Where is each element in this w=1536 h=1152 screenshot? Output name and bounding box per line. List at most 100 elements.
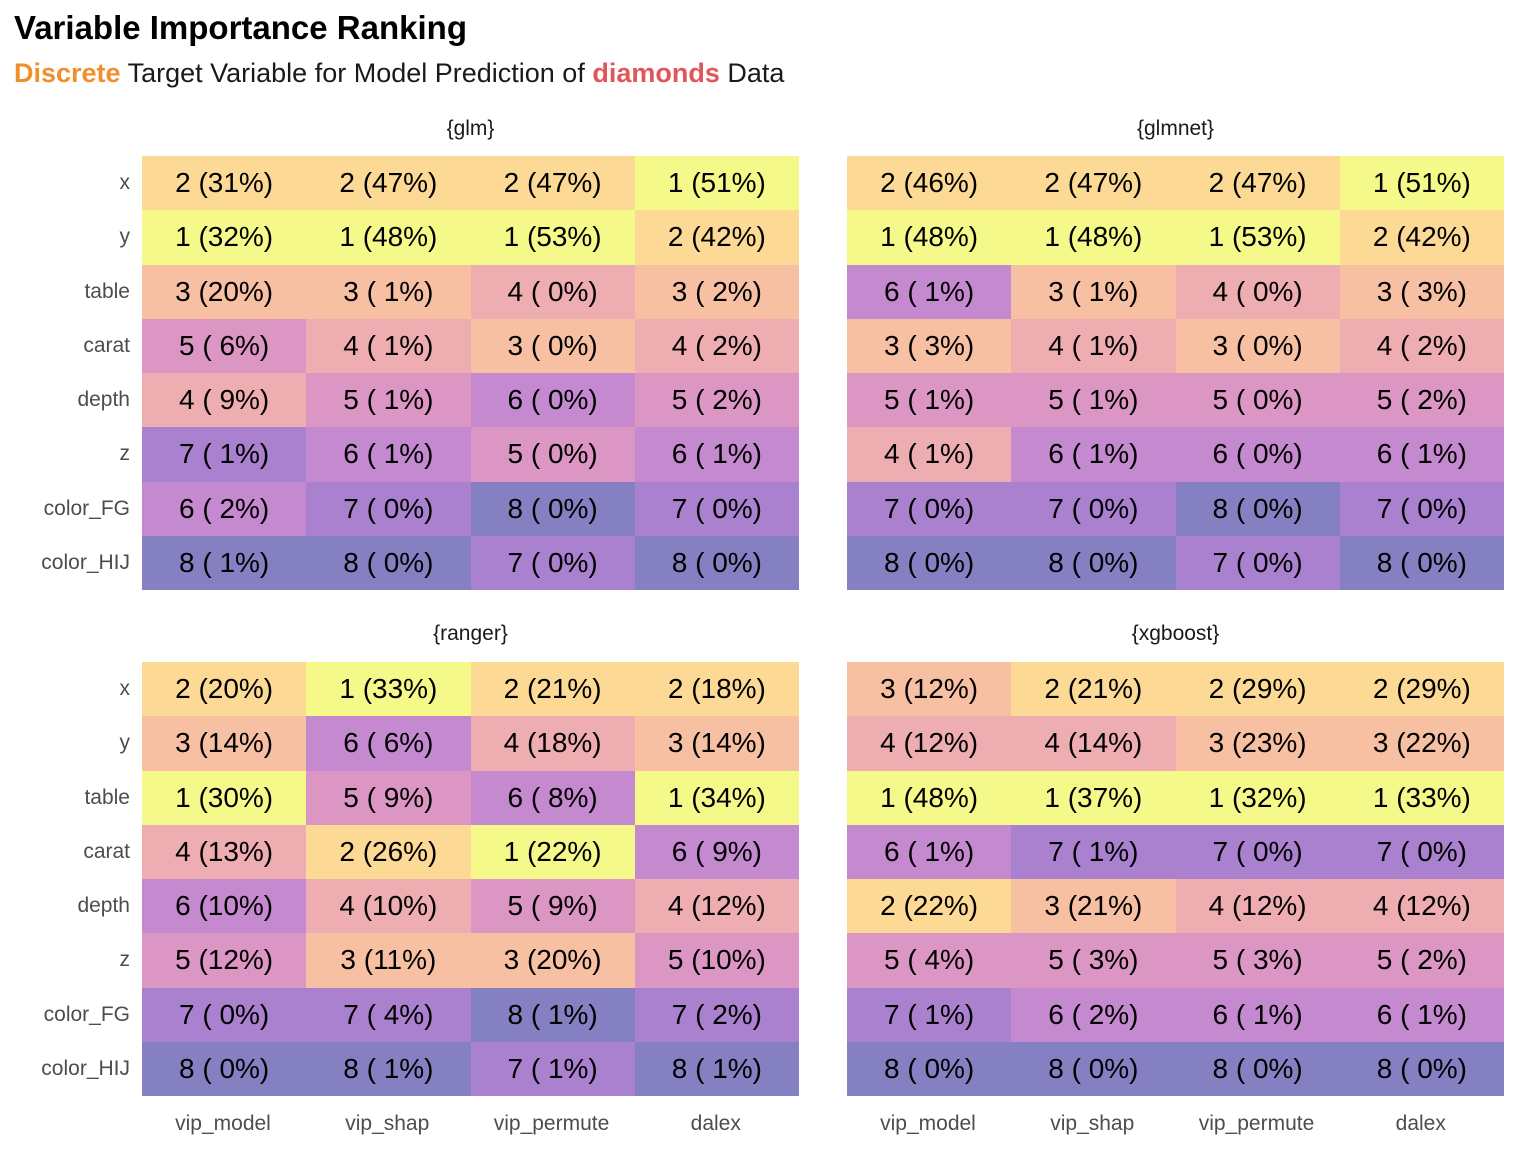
row-label: color_HIJ [41,1056,130,1080]
heatmap-cell: 4 ( 0%) [1175,264,1340,319]
heatmap-cell: 8 ( 0%) [847,1041,1012,1096]
heatmap-cell: 6 ( 0%) [470,373,635,428]
row-label: x [119,171,131,194]
panel-title: {glm} [446,117,495,140]
heatmap-cell: 1 (33%) [1339,770,1504,825]
heatmap-cell: 6 ( 1%) [1175,987,1340,1042]
heatmap-cell: 3 ( 3%) [1339,264,1504,319]
heatmap-cell: 8 ( 0%) [142,1041,307,1096]
heatmap-cell: 4 (14%) [1011,716,1176,771]
heatmap-cell: 1 (48%) [1011,210,1176,265]
heatmap-cell: 5 ( 0%) [470,427,635,482]
heatmap-cell: 8 ( 0%) [847,535,1012,590]
heatmap-cell: 3 ( 2%) [634,264,799,319]
column-label: vip_model [175,1112,271,1135]
heatmap-cell: 6 ( 1%) [1339,987,1504,1042]
heatmap-cell: 3 ( 0%) [1175,318,1340,373]
heatmap-cell: 5 ( 3%) [1175,933,1340,988]
row-label: z [119,948,131,972]
heatmap-cell: 2 (20%) [142,662,307,717]
heatmap-cell: 4 (12%) [1339,879,1504,934]
heatmap-cell: 7 ( 0%) [1339,824,1504,879]
heatmap-cell: 8 ( 0%) [1011,535,1176,590]
heatmap-cell: 5 ( 9%) [470,879,635,934]
row-label: y [119,731,131,755]
heatmap-cell: 3 ( 1%) [1011,264,1176,319]
heatmap-cell: 7 ( 0%) [1175,824,1340,879]
heatmap-cell: 1 (48%) [847,770,1012,825]
heatmap-cell: 1 (33%) [306,662,471,717]
heatmap-cell: 2 (47%) [306,156,471,211]
heatmap-cell: 7 ( 1%) [847,987,1012,1042]
heatmap-cell: 4 (18%) [470,716,635,771]
heatmap-cell: 5 ( 1%) [847,373,1012,428]
heatmap-cell: 4 ( 1%) [306,318,471,373]
heatmap-cell: 1 (48%) [306,210,471,265]
column-label: dalex [1395,1112,1446,1135]
heatmap-cell: 5 ( 2%) [634,373,799,428]
heatmap-cell: 6 ( 0%) [1175,427,1340,482]
heatmap-cell: 8 ( 0%) [306,535,471,590]
heatmap-cell: 6 ( 1%) [306,427,471,482]
heatmap-cell: 2 (47%) [470,156,635,211]
heatmap-cell: 4 (12%) [847,716,1012,771]
heatmap-cell: 6 (10%) [142,879,307,934]
column-label: vip_model [880,1112,976,1135]
heatmap-cell: 1 (34%) [634,770,799,825]
heatmap-cell: 7 ( 0%) [142,987,307,1042]
heatmap-cell: 5 ( 1%) [1011,373,1176,428]
heatmap-cell: 2 (21%) [1011,662,1176,717]
heatmap-cell: 3 (21%) [1011,879,1176,934]
heatmap-cell: 6 ( 1%) [847,264,1012,319]
heatmap-cell: 1 (53%) [470,210,635,265]
row-label: table [84,279,130,303]
row-label: x [119,677,131,700]
heatmap-cell: 2 (47%) [1011,156,1176,211]
column-label: vip_permute [1198,1112,1315,1135]
heatmap-cell: 7 ( 0%) [470,535,635,590]
heatmap-cell: 5 ( 6%) [142,318,307,373]
row-label: depth [77,894,130,917]
heatmap-cell: 8 ( 1%) [142,535,307,590]
column-label: vip_shap [345,1112,430,1135]
heatmap-cell: 2 (29%) [1339,662,1504,717]
heatmap-cell: 7 ( 0%) [1175,535,1340,590]
heatmap-cell: 5 ( 1%) [306,373,471,428]
heatmap-cell: 8 ( 1%) [634,1041,799,1096]
row-label: color_HIJ [41,550,130,574]
heatmap-cell: 3 (12%) [847,662,1012,717]
heatmap-panel: 2 (46%) 2 (47%) 2 (47%) 1 (51%) 1 (48%) 1 (48… [847,156,1504,590]
heatmap-panel: 3 (12%) 2 (21%) 2 (29%) 2 (29%) 4 (12%) 4 (14… [847,662,1504,1096]
heatmap-cell: 3 (23%) [1175,716,1340,771]
heatmap-cell: 7 ( 0%) [847,481,1012,536]
heatmap-cell: 8 ( 0%) [1175,481,1340,536]
heatmap-cell: 4 ( 1%) [847,427,1012,482]
heatmap-cell: 1 (51%) [634,156,799,211]
heatmap-cell: 8 ( 0%) [1175,1041,1340,1096]
subtitle-highlight-dataset: diamonds [592,58,720,88]
heatmap-cell: 1 (37%) [1011,770,1176,825]
heatmap-cell: 1 (22%) [470,824,635,879]
column-label: vip_shap [1050,1112,1135,1135]
heatmap-cell: 4 ( 2%) [634,318,799,373]
heatmap-cell: 1 (32%) [1175,770,1340,825]
row-label: color_FG [43,1002,130,1026]
heatmap-cell: 3 ( 3%) [847,318,1012,373]
heatmap-cell: 6 ( 6%) [306,716,471,771]
row-label: y [119,225,131,249]
heatmap-cell: 2 (18%) [634,662,799,717]
heatmap-cell: 7 ( 1%) [1011,824,1176,879]
heatmap-cell: 7 ( 1%) [470,1041,635,1096]
heatmap-cell: 8 ( 0%) [1339,1041,1504,1096]
heatmap-cell: 6 ( 2%) [142,481,307,536]
heatmap-cell: 2 (42%) [634,210,799,265]
subtitle-text-end: Data [719,58,785,88]
heatmap-cell: 6 ( 1%) [847,824,1012,879]
heatmap-cell: 7 ( 0%) [1011,481,1176,536]
row-label: depth [77,388,130,411]
column-label: vip_permute [493,1112,610,1135]
column-label: dalex [690,1112,741,1135]
heatmap-panel: 2 (31%) 2 (47%) 2 (47%) 1 (51%) 1 (32%) 1 (48… [142,156,799,590]
heatmap-cell: 1 (30%) [142,770,307,825]
heatmap-cell: 3 (20%) [470,933,635,988]
